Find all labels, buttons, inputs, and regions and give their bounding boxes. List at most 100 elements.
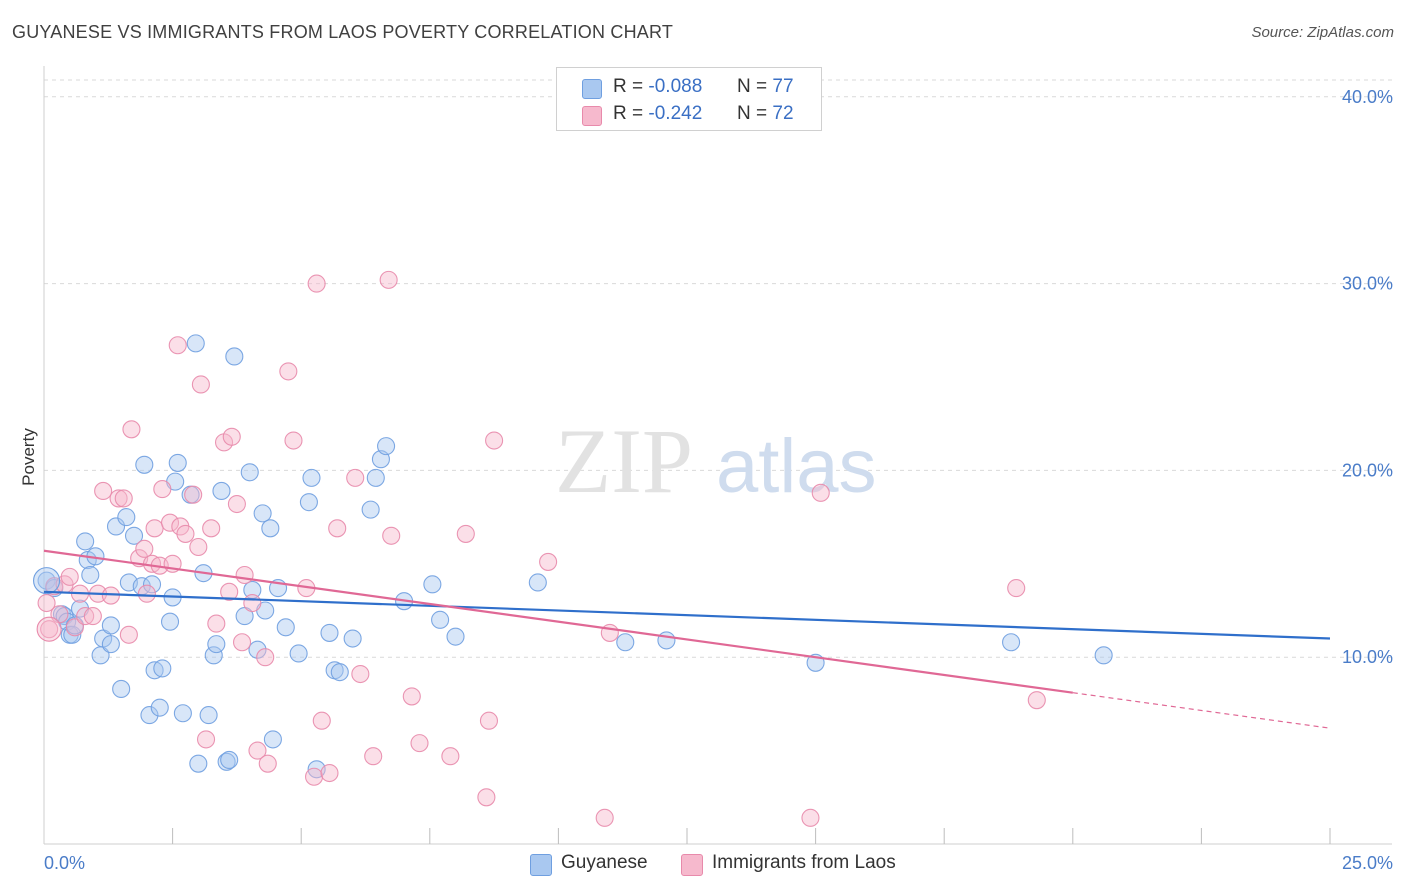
point-laos: [207, 614, 226, 633]
point-laos: [248, 741, 267, 760]
trend-line-laos-extension: [1072, 692, 1331, 729]
point-guyanese: [33, 567, 61, 595]
point-guyanese: [240, 463, 259, 482]
point-laos: [119, 625, 138, 644]
point-laos: [307, 274, 326, 293]
point-guyanese: [423, 575, 442, 594]
point-guyanese: [142, 575, 162, 594]
point-laos: [258, 754, 277, 773]
point-guyanese: [135, 455, 154, 474]
point-laos: [176, 524, 195, 543]
y-tick-label: 30.0%: [1342, 274, 1393, 294]
point-laos: [65, 618, 84, 637]
point-guyanese: [81, 565, 100, 585]
point-guyanese: [1094, 646, 1113, 665]
point-guyanese: [377, 437, 396, 456]
y-tick-label: 10.0%: [1342, 647, 1393, 667]
point-laos: [137, 584, 156, 603]
point-guyanese: [276, 618, 295, 637]
point-laos: [109, 489, 128, 508]
point-laos: [220, 582, 239, 601]
point-guyanese: [140, 706, 159, 725]
trend-line-guyanese: [43, 590, 1331, 640]
point-guyanese: [168, 453, 187, 472]
point-guyanese: [117, 508, 136, 527]
trend-line-laos: [43, 549, 1073, 694]
point-laos: [232, 633, 252, 652]
point-guyanese: [112, 679, 131, 699]
source-label: Source: ZipAtlas.com: [1251, 24, 1394, 41]
point-laos: [305, 767, 324, 786]
point-laos: [168, 336, 187, 355]
point-guyanese: [299, 493, 318, 512]
point-guyanese: [248, 640, 267, 659]
point-laos: [122, 420, 141, 439]
point-guyanese: [160, 612, 180, 631]
point-laos: [595, 808, 614, 827]
legend-n-label: N =: [737, 76, 768, 97]
y-tick-label: 40.0%: [1342, 87, 1393, 107]
point-guyanese: [657, 631, 676, 650]
point-laos: [184, 485, 203, 504]
point-guyanese: [366, 468, 385, 487]
x-tick-label: 25.0%: [1342, 853, 1393, 873]
point-guyanese: [220, 750, 239, 769]
point-laos: [1007, 579, 1026, 598]
data-points: [33, 270, 1113, 827]
point-guyanese: [320, 623, 339, 642]
point-laos: [1027, 691, 1046, 710]
point-laos: [477, 788, 496, 807]
point-laos: [76, 607, 95, 626]
bottom-legend-label-laos: Immigrants from Laos: [712, 852, 896, 873]
point-guyanese: [431, 610, 450, 629]
point-guyanese: [446, 627, 465, 646]
point-laos: [320, 763, 339, 783]
point-guyanese: [101, 635, 120, 654]
legend-n-value: 72: [772, 103, 794, 124]
point-laos: [37, 593, 56, 613]
stats-legend: R = -0.088 N = 77 R = -0.242 N = 72: [556, 67, 822, 131]
point-guyanese: [204, 646, 223, 665]
point-guyanese: [289, 644, 308, 663]
legend-n-label: N =: [737, 103, 768, 124]
point-laos: [243, 593, 262, 613]
point-laos: [222, 427, 241, 446]
point-laos: [145, 519, 164, 538]
point-laos: [811, 483, 830, 502]
point-laos: [60, 567, 79, 586]
point-laos: [479, 711, 499, 730]
point-laos: [364, 747, 383, 766]
point-guyanese: [124, 526, 144, 545]
legend-n-laos: N = 72: [737, 103, 794, 125]
point-laos: [40, 620, 59, 639]
point-laos: [36, 616, 62, 642]
point-laos: [410, 734, 429, 753]
point-laos: [235, 565, 254, 585]
legend-n-guyanese: N = 77: [737, 76, 794, 98]
bottom-legend-label-guyanese: Guyanese: [561, 852, 648, 873]
point-guyanese: [528, 573, 547, 592]
x-tick-label: 0.0%: [44, 853, 85, 873]
point-laos: [382, 526, 401, 545]
point-laos: [189, 537, 208, 557]
point-guyanese: [207, 635, 226, 654]
tick-labels: 10.0% 20.0% 30.0% 40.0% 0.0% 25.0%: [44, 87, 1393, 873]
watermark-atlas: atlas: [716, 424, 877, 509]
point-guyanese: [616, 633, 635, 652]
point-guyanese: [263, 730, 282, 749]
point-guyanese: [225, 347, 244, 366]
point-guyanese: [150, 698, 169, 717]
y-axis-label: Poverty: [19, 428, 38, 486]
bottom-legend-swatch-laos: [681, 854, 703, 876]
point-laos: [312, 711, 331, 730]
point-guyanese: [212, 481, 231, 501]
trend-lines: [43, 549, 1331, 729]
point-guyanese: [199, 706, 218, 725]
legend-r-laos: R = -0.242: [613, 103, 702, 125]
point-guyanese: [145, 661, 164, 680]
point-guyanese: [189, 754, 208, 773]
point-laos: [191, 375, 210, 394]
point-guyanese: [1002, 633, 1021, 652]
point-laos: [379, 270, 398, 289]
